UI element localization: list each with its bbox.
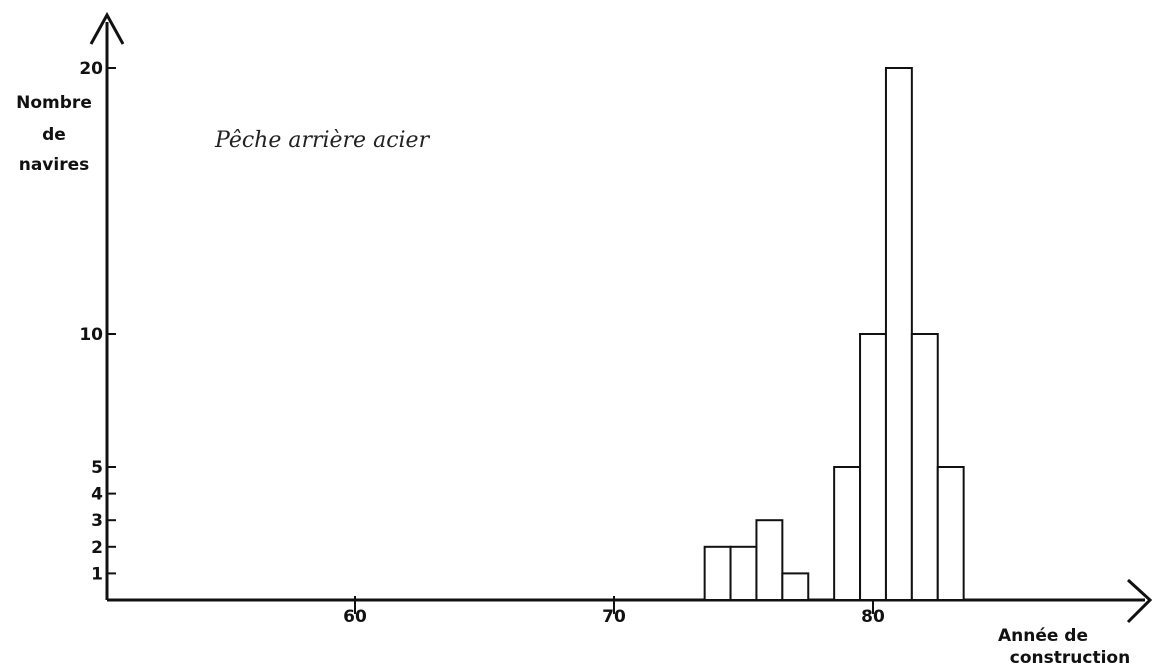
y-tick-label: 10 [79, 325, 103, 345]
y-axis-label-line-1: Nombre [16, 93, 92, 113]
bar-74 [703, 545, 732, 601]
y-axis-label-line-2: de [42, 125, 66, 145]
bar-77 [781, 572, 810, 602]
y-tick-label: 20 [79, 59, 103, 79]
y-axis-label-line-3: navires [19, 155, 90, 175]
bar-83 [936, 466, 965, 601]
bars [703, 67, 965, 602]
bar-76 [755, 519, 784, 602]
bar-79 [833, 466, 862, 601]
bar-81 [884, 67, 913, 601]
bar-75 [729, 545, 758, 601]
y-tick-label: 2 [91, 538, 103, 558]
y-tick-label: 4 [91, 485, 103, 505]
y-axis-arrow [89, 11, 125, 45]
x-tick-label: 70 [602, 607, 626, 627]
y-ticks: 1 2 3 4 5 10 20 [79, 59, 116, 584]
x-tick-label: 60 [343, 607, 367, 627]
x-axis-arrow [1126, 578, 1153, 624]
x-tick-label: 80 [861, 607, 885, 627]
axes [89, 11, 1153, 624]
bar-80 [859, 333, 887, 601]
y-tick-label: 1 [91, 564, 103, 584]
x-axis-label-line-1: Année de [998, 626, 1088, 646]
chart-title: Pêche arrière acier [214, 128, 431, 153]
x-ticks: 60 70 80 [343, 596, 885, 627]
y-tick-label: 3 [91, 511, 103, 531]
bar-82 [910, 333, 939, 601]
y-tick-label: 5 [91, 458, 103, 478]
x-axis-label-line-2: construction [1010, 648, 1130, 668]
